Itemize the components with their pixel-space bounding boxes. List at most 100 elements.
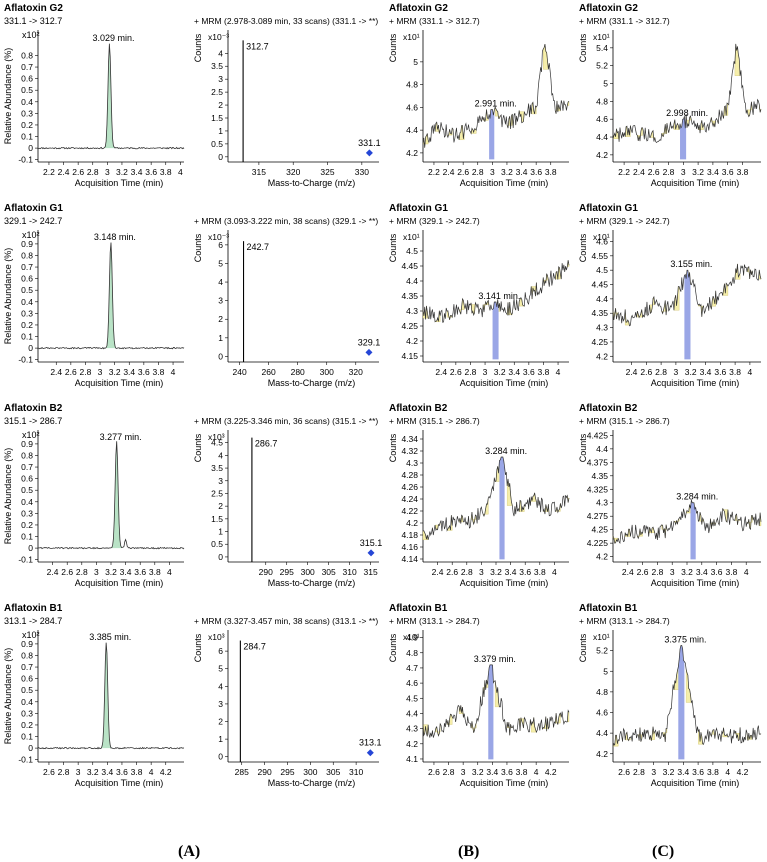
y-axis-label: Counts — [578, 33, 588, 62]
y-multiplier: x10¹ — [593, 232, 610, 242]
chromatogram-trace — [612, 263, 762, 327]
x-tick-label: 3.8 — [707, 767, 719, 777]
x-axis-label: Acquisition Time (min) — [651, 778, 740, 788]
x-axis-label: Mass-to-Charge (m/z) — [268, 578, 356, 588]
y-tick-label: 4.4 — [406, 125, 418, 135]
y-axis-label: Relative Abundance (%) — [3, 248, 13, 345]
y-tick-label: 4.6 — [406, 102, 418, 112]
y-multiplier: x10¹ — [403, 32, 420, 42]
y-tick-label: 4.45 — [401, 261, 418, 271]
x-tick-label: 310 — [343, 567, 357, 577]
y-tick-label: 0 — [28, 343, 33, 353]
y-tick-label: 4.4 — [406, 708, 418, 718]
x-tick-label: 2.6 — [43, 767, 55, 777]
y-tick-label: 6 — [218, 240, 223, 250]
y-tick-label: 4.275 — [587, 511, 609, 521]
peak-time-label: 3.284 min. — [676, 492, 718, 502]
y-tick-label: 0.5 — [211, 139, 223, 149]
x-tick-label: 3.6 — [692, 767, 704, 777]
peak-time-label: 3.284 min. — [485, 446, 527, 456]
x-tick-label: 295 — [280, 567, 294, 577]
x-tick-label: 2.8 — [76, 567, 88, 577]
peak-area — [111, 441, 122, 549]
y-multiplier: x10² — [22, 630, 40, 640]
y-tick-label: 5.4 — [596, 43, 608, 53]
x-tick-label: 3.8 — [516, 767, 528, 777]
x-tick-label: 320 — [286, 167, 300, 177]
x-tick-label: 3 — [681, 167, 686, 177]
y-tick-label: 0.3 — [21, 308, 33, 318]
y-tick-label: 0 — [28, 543, 33, 553]
y-axis-label: Relative Abundance (%) — [3, 648, 13, 745]
x-axis-label: Acquisition Time (min) — [460, 178, 549, 188]
x-tick-label: 3.4 — [505, 567, 517, 577]
x-tick-label: 3.2 — [87, 767, 99, 777]
y-tick-label: 5 — [603, 79, 608, 89]
x-tick-label: 4.2 — [160, 767, 172, 777]
y-tick-label: 4.4 — [596, 294, 608, 304]
x-tick-label: 2.4 — [443, 167, 455, 177]
x-axis-label: Acquisition Time (min) — [651, 378, 740, 388]
precursor-marker — [365, 348, 373, 356]
x-tick-label: 2.8 — [80, 367, 92, 377]
y-tick-label: 4.8 — [406, 648, 418, 658]
y-axis-label: Counts — [193, 633, 203, 662]
x-tick-label: 3 — [479, 567, 484, 577]
y-tick-label: 4.26 — [401, 482, 418, 492]
x-tick-label: 2.4 — [435, 367, 447, 377]
section-label-a: (A) — [178, 843, 201, 860]
x-tick-label: 3 — [76, 767, 81, 777]
peak-time-label: 3.375 min. — [664, 634, 706, 644]
x-tick-label: 4 — [149, 767, 154, 777]
x-tick-label: 315 — [364, 567, 378, 577]
y-multiplier: x10¹ — [403, 632, 420, 642]
x-tick-label: 4 — [552, 567, 557, 577]
peak-time-label: 3.029 min. — [92, 33, 134, 43]
y-tick-label: 0 — [218, 152, 223, 162]
peak-time-label: 3.148 min. — [94, 232, 136, 242]
y-tick-label: 4.25 — [591, 337, 608, 347]
x-tick-label: 300 — [320, 367, 334, 377]
y-tick-label: 4.9 — [406, 633, 418, 643]
precursor-label: 331.1 — [358, 138, 381, 148]
chart-title: + MRM (3.327-3.457 min, 38 scans) (313.1… — [194, 616, 378, 626]
chromatogram-trace — [612, 43, 762, 144]
y-axis-label: Counts — [578, 433, 588, 462]
compound-name: Aflatoxin G1 — [4, 203, 63, 214]
x-tick-label: 305 — [326, 767, 340, 777]
chart-title: + MRM (313.1 -> 284.7) — [579, 616, 670, 626]
x-tick-label: 2.4 — [47, 567, 59, 577]
y-tick-label: 0.6 — [21, 474, 33, 484]
y-tick-label: 4.2 — [406, 739, 418, 749]
compound-name: Aflatoxin B2 — [579, 403, 638, 414]
x-axis-label: Acquisition Time (min) — [75, 578, 164, 588]
y-multiplier: x10³ — [208, 632, 225, 642]
compound-name: Aflatoxin G1 — [579, 203, 638, 214]
y-tick-label: 4.3 — [596, 323, 608, 333]
x-tick-label: 3.4 — [508, 367, 520, 377]
y-tick-label: 0.5 — [21, 285, 33, 295]
x-tick-label: 2.2 — [428, 167, 440, 177]
precursor-label: 313.1 — [359, 738, 382, 748]
peak-area — [684, 270, 691, 360]
x-tick-label: 3.6 — [523, 367, 535, 377]
y-tick-label: 0.6 — [21, 674, 33, 684]
y-tick-label: 2 — [218, 100, 223, 110]
y-tick-label: 0.8 — [21, 50, 33, 60]
x-tick-label: 320 — [349, 367, 363, 377]
x-axis-label: Acquisition Time (min) — [75, 378, 164, 388]
section-label-c: (C) — [652, 843, 675, 860]
x-tick-label: 4 — [171, 367, 176, 377]
y-tick-label: 4.35 — [401, 291, 418, 301]
y-tick-label: 1 — [218, 333, 223, 343]
chart-title: + MRM (329.1 -> 242.7) — [579, 216, 670, 226]
y-tick-label: 1.5 — [211, 113, 223, 123]
y-tick-label: 0.4 — [21, 97, 33, 107]
bar-value-label: 312.7 — [246, 41, 269, 51]
y-tick-label: 0.4 — [21, 497, 33, 507]
x-tick-label: 315 — [252, 167, 266, 177]
y-tick-label: 4.2 — [406, 518, 418, 528]
peak-area — [104, 43, 115, 149]
y-tick-label: 4.2 — [596, 351, 608, 361]
y-tick-label: 0.7 — [21, 662, 33, 672]
